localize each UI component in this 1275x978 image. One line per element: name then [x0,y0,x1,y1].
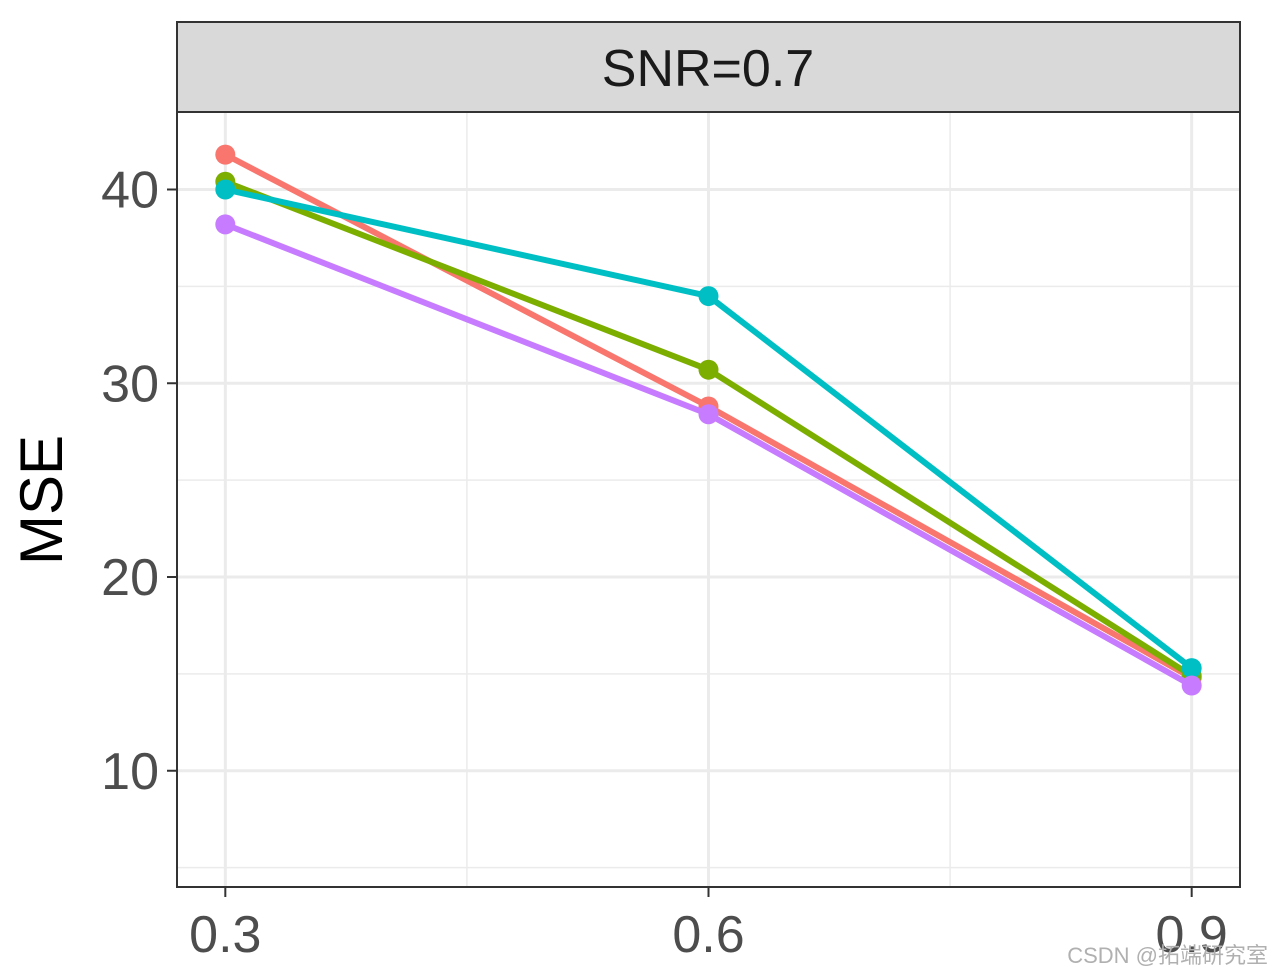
facet-strip-label: SNR=0.7 [602,40,814,98]
data-point [1181,675,1202,696]
data-point [698,404,719,425]
y-tick-label: 10 [101,743,159,801]
series-3 [215,179,1202,679]
data-point [698,359,719,380]
watermark-text: CSDN @拓端研究室 [1067,943,1268,968]
x-tick-label: 0.3 [189,906,261,964]
y-tick-label: 30 [101,355,159,413]
facet-strip [176,21,1241,113]
y-axis-title: MSE [8,435,75,565]
y-tick-label: 20 [101,549,159,607]
data-point [215,144,236,165]
x-axis: 0.3 0.6 0.9 [189,887,1228,964]
data-point [215,214,236,235]
y-axis: 10 20 30 40 [101,162,177,801]
grid-layer [177,112,1240,887]
data-point [1181,658,1202,679]
data-point [215,179,236,200]
series-layer [215,144,1202,696]
x-tick-label: 0.6 [672,906,744,964]
data-point [698,286,719,307]
series-4 [215,214,1202,696]
x-tick-label: 0.9 [1156,906,1228,964]
y-tick-label: 40 [101,162,159,220]
